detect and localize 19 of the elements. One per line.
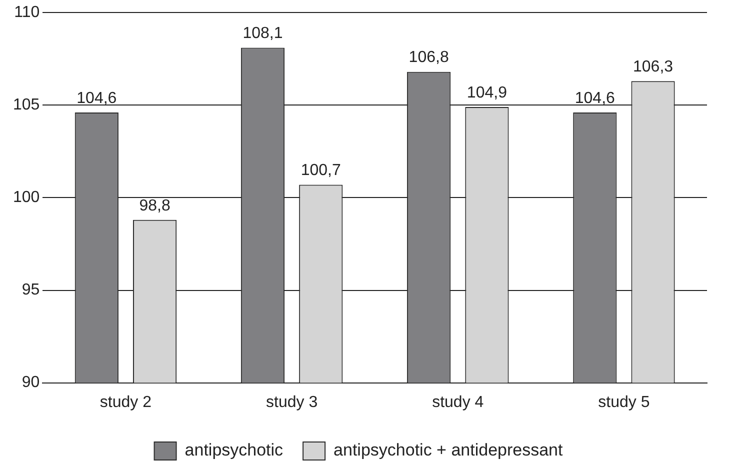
data-label: 106,3 xyxy=(633,58,674,76)
y-tick-label: 100 xyxy=(12,189,40,206)
legend-label: antipsychotic + antidepressant xyxy=(334,440,563,460)
x-tick-label: study 4 xyxy=(432,394,484,411)
y-tick-label: 90 xyxy=(22,374,40,392)
y-tick-label: 105 xyxy=(12,96,40,114)
data-label: 104,9 xyxy=(466,84,508,102)
y-tick-label: 110 xyxy=(14,4,40,22)
x-tick-label: study 5 xyxy=(598,394,650,411)
data-label: 106,8 xyxy=(408,49,449,66)
data-label: 98,8 xyxy=(139,197,170,214)
legend-label: antipsychotic xyxy=(184,440,284,460)
data-label: 104,6 xyxy=(76,90,117,107)
x-tick-label: study 2 xyxy=(100,394,152,411)
data-label: 104,6 xyxy=(574,90,616,107)
data-label: 108,1 xyxy=(242,25,283,42)
x-tick-label: study 3 xyxy=(266,394,318,411)
data-label: 100,7 xyxy=(300,162,341,180)
y-tick-label: 95 xyxy=(22,282,40,299)
